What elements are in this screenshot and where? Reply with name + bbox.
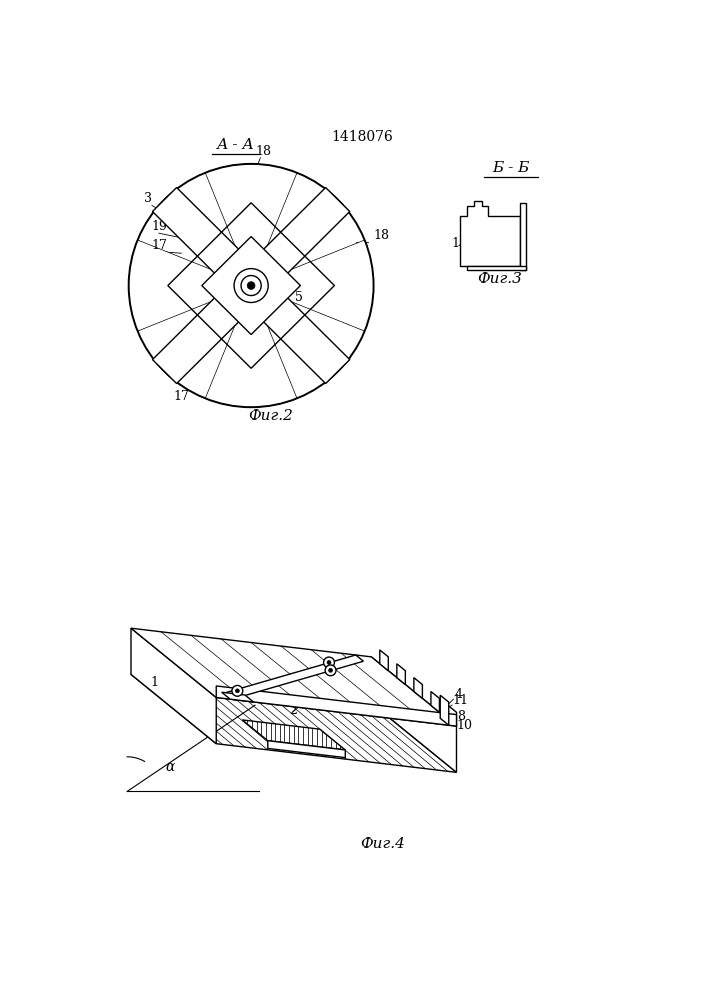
Polygon shape <box>153 188 350 384</box>
Text: 4: 4 <box>454 688 462 701</box>
Text: 18: 18 <box>451 237 467 250</box>
Text: Б - Б: Б - Б <box>492 161 530 175</box>
Text: 8: 8 <box>457 710 464 723</box>
Text: 18: 18 <box>373 229 390 242</box>
Polygon shape <box>268 741 345 758</box>
Polygon shape <box>467 266 526 270</box>
Polygon shape <box>380 650 388 671</box>
Text: 1418076: 1418076 <box>331 130 393 144</box>
Text: 14: 14 <box>240 663 256 676</box>
Text: А - А: А - А <box>216 138 255 152</box>
Polygon shape <box>153 188 350 384</box>
Polygon shape <box>129 240 228 331</box>
Circle shape <box>241 276 261 296</box>
Text: Фиг.2: Фиг.2 <box>248 409 293 423</box>
Text: 15: 15 <box>228 669 243 682</box>
Polygon shape <box>243 720 345 750</box>
Text: 18: 18 <box>255 145 271 158</box>
Text: 5: 5 <box>276 291 284 304</box>
Circle shape <box>235 689 239 693</box>
Circle shape <box>232 685 243 696</box>
Polygon shape <box>205 164 297 262</box>
Text: 9: 9 <box>349 672 357 685</box>
Polygon shape <box>448 705 457 726</box>
Polygon shape <box>216 686 457 726</box>
Polygon shape <box>222 692 253 702</box>
Polygon shape <box>275 240 373 331</box>
Text: 3: 3 <box>312 674 320 687</box>
Polygon shape <box>460 201 520 266</box>
Text: 2: 2 <box>288 704 297 717</box>
Circle shape <box>325 665 336 676</box>
Circle shape <box>234 269 268 302</box>
Circle shape <box>247 282 255 289</box>
Text: 11: 11 <box>452 694 469 707</box>
Text: α: α <box>166 760 175 774</box>
Text: 17: 17 <box>152 239 168 252</box>
Text: Фиг.4: Фиг.4 <box>361 837 405 851</box>
Polygon shape <box>131 674 457 772</box>
Polygon shape <box>131 628 216 744</box>
Polygon shape <box>201 237 300 335</box>
Polygon shape <box>520 203 526 270</box>
Text: 17: 17 <box>174 390 189 403</box>
Text: Фиг.3: Фиг.3 <box>477 272 522 286</box>
Polygon shape <box>224 655 363 699</box>
Circle shape <box>329 668 332 672</box>
Text: 19: 19 <box>152 220 168 233</box>
Text: 5: 5 <box>296 291 303 304</box>
Text: 7: 7 <box>342 665 350 678</box>
Text: 3: 3 <box>144 192 152 205</box>
Polygon shape <box>205 309 297 407</box>
Polygon shape <box>431 691 440 712</box>
Polygon shape <box>397 664 405 685</box>
Text: 1: 1 <box>151 676 158 689</box>
Text: 6: 6 <box>336 670 344 683</box>
Polygon shape <box>440 695 449 725</box>
Polygon shape <box>131 628 457 726</box>
Circle shape <box>324 657 334 668</box>
Text: 16: 16 <box>234 674 250 687</box>
Text: 10: 10 <box>457 719 473 732</box>
Polygon shape <box>414 678 422 698</box>
Polygon shape <box>371 657 457 772</box>
Circle shape <box>327 661 331 664</box>
